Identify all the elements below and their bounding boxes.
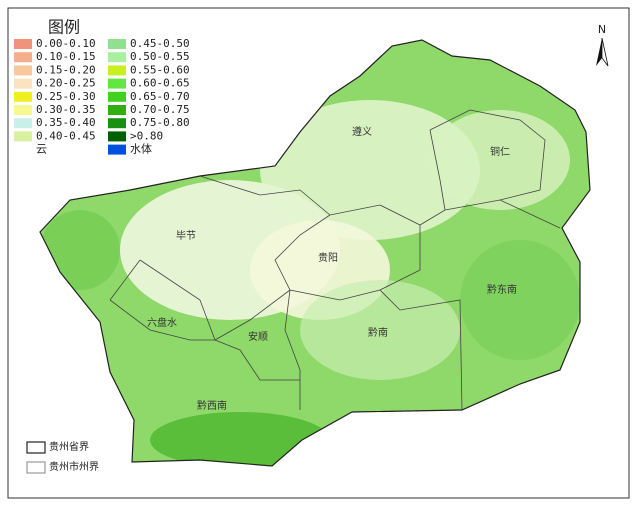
legend-label: 0.60-0.65 xyxy=(130,77,190,90)
legend-swatch xyxy=(14,105,32,115)
legend-label: 0.40-0.45 xyxy=(36,129,96,142)
legend-label: 0.35-0.40 xyxy=(36,116,96,129)
region-label: 黔西南 xyxy=(197,399,227,412)
region-label: 黔东南 xyxy=(487,283,517,296)
city-boundaries xyxy=(109,109,561,411)
boundary-label: 贵州市州界 xyxy=(49,460,99,473)
legend-label: 0.65-0.70 xyxy=(130,90,190,103)
north-label: N xyxy=(598,23,606,36)
legend-swatch xyxy=(108,131,126,142)
legend-swatch xyxy=(108,65,126,76)
legend-label: 0.20-0.25 xyxy=(36,77,96,90)
legend-title: 图例 xyxy=(48,18,80,37)
legend-swatch xyxy=(14,118,32,129)
region-label: 黔南 xyxy=(368,326,388,339)
legend-label: 0.00-0.10 xyxy=(36,37,96,50)
legend-swatch xyxy=(108,91,126,102)
region-label: 贵阳 xyxy=(318,251,338,264)
legend-label: >0.80 xyxy=(130,129,163,142)
legend-label: 0.55-0.60 xyxy=(130,63,190,76)
legend-swatch xyxy=(108,52,126,63)
legend-swatch xyxy=(108,118,126,129)
legend-label: 水体 xyxy=(130,142,152,156)
legend-swatch xyxy=(14,78,32,89)
boundary-swatch xyxy=(26,441,46,454)
legend-swatch xyxy=(108,39,126,49)
legend: 0.00-0.100.10-0.150.15-0.200.20-0.250.25… xyxy=(13,37,190,156)
region-label: 安顺 xyxy=(248,330,268,343)
legend-label: 0.50-0.55 xyxy=(130,50,190,63)
legend-swatch xyxy=(14,39,32,49)
legend-swatch xyxy=(108,144,126,155)
region-label: 六盘水 xyxy=(147,316,177,329)
legend-label: 0.70-0.75 xyxy=(130,103,190,116)
legend-label: 0.25-0.30 xyxy=(36,90,96,103)
region-label: 铜仁 xyxy=(490,146,510,158)
legend-label: 0.75-0.80 xyxy=(130,116,190,129)
legend-label: 0.10-0.15 xyxy=(36,50,96,63)
north-arrow: N xyxy=(596,23,609,67)
legend-swatch xyxy=(14,91,32,102)
legend-swatch xyxy=(13,144,33,156)
legend-swatch xyxy=(108,105,126,115)
boundary-swatch xyxy=(26,461,46,474)
legend-label: 0.15-0.20 xyxy=(36,63,96,76)
legend-label: 云 xyxy=(36,143,47,156)
legend-swatch xyxy=(14,52,32,63)
legend-label: 0.30-0.35 xyxy=(36,103,96,116)
legend-swatch xyxy=(14,131,32,142)
region-label: 毕节 xyxy=(176,229,196,242)
legend-label: 0.45-0.50 xyxy=(130,37,190,50)
legend-swatch xyxy=(14,65,32,76)
region-label: 遵义 xyxy=(352,125,372,138)
legend-swatch xyxy=(108,78,126,89)
frame xyxy=(7,7,630,499)
boundary-label: 贵州省界 xyxy=(49,440,89,453)
